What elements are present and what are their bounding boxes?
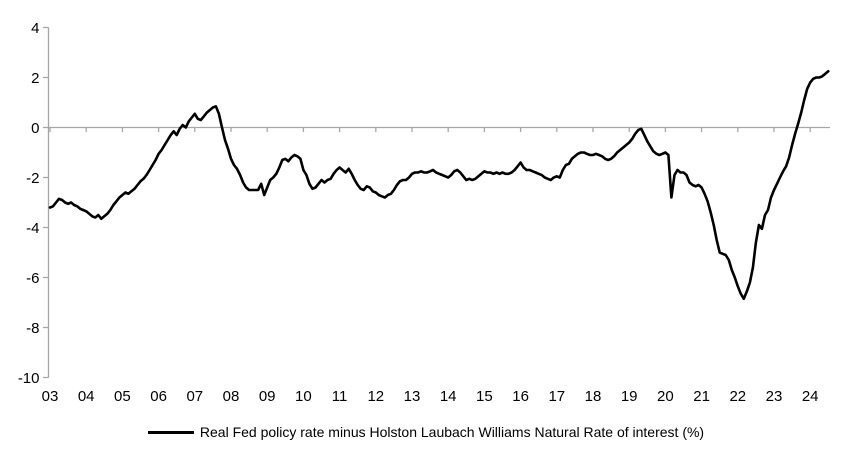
x-axis-tick-label: 18 [585, 388, 602, 405]
x-axis-tick-label: 21 [693, 388, 710, 405]
y-axis-tick-label: -6 [26, 270, 39, 287]
x-axis-tick-label: 09 [259, 388, 276, 405]
y-axis-tick-label: 2 [31, 70, 39, 87]
x-axis-tick-label: 15 [476, 388, 493, 405]
x-axis-tick-label: 20 [657, 388, 674, 405]
line-chart-plot-area: 03 04 05 06 07 08 09 10 11 12 13 14 15 16 17 18 19 20 21 22… [18, 20, 830, 405]
x-axis-tick-label: 07 [186, 388, 203, 405]
x-axis-tick-label: 08 [223, 388, 240, 405]
chart-legend: Real Fed policy rate minus Holston Lauba… [0, 424, 852, 440]
x-axis-tick-label: 10 [295, 388, 312, 405]
y-axis-tick-label: -2 [26, 170, 39, 187]
x-axis-tick-label: 06 [150, 388, 167, 405]
x-axis-tick-label: 03 [42, 388, 59, 405]
y-axis-tick-label: 4 [31, 20, 39, 37]
x-axis-tick-label: 23 [766, 388, 783, 405]
y-axis-tick-label: -4 [26, 220, 39, 237]
x-axis-tick-label: 05 [114, 388, 131, 405]
x-axis-tick-label: 13 [404, 388, 421, 405]
data-series-line [48, 70, 830, 301]
legend-line-sample-icon [147, 430, 194, 434]
x-axis-tick-label: 14 [440, 388, 457, 405]
legend-label: Real Fed policy rate minus Holston Lauba… [199, 424, 705, 440]
y-axis-tick-label: 0 [31, 120, 39, 137]
x-axis-tick-label: 04 [78, 388, 95, 405]
y-axis-tick-label: -10 [18, 370, 40, 387]
x-axis-tick-label: 16 [512, 388, 529, 405]
y-axis-tick-label: -8 [26, 320, 39, 337]
x-axis-tick-label: 12 [367, 388, 384, 405]
x-axis-tick-label: 17 [548, 388, 565, 405]
x-axis-tick-label: 19 [621, 388, 638, 405]
x-axis-tick-label: 11 [332, 388, 348, 405]
x-axis-tick-label: 24 [802, 388, 819, 405]
x-axis-tick-label: 22 [729, 388, 746, 405]
